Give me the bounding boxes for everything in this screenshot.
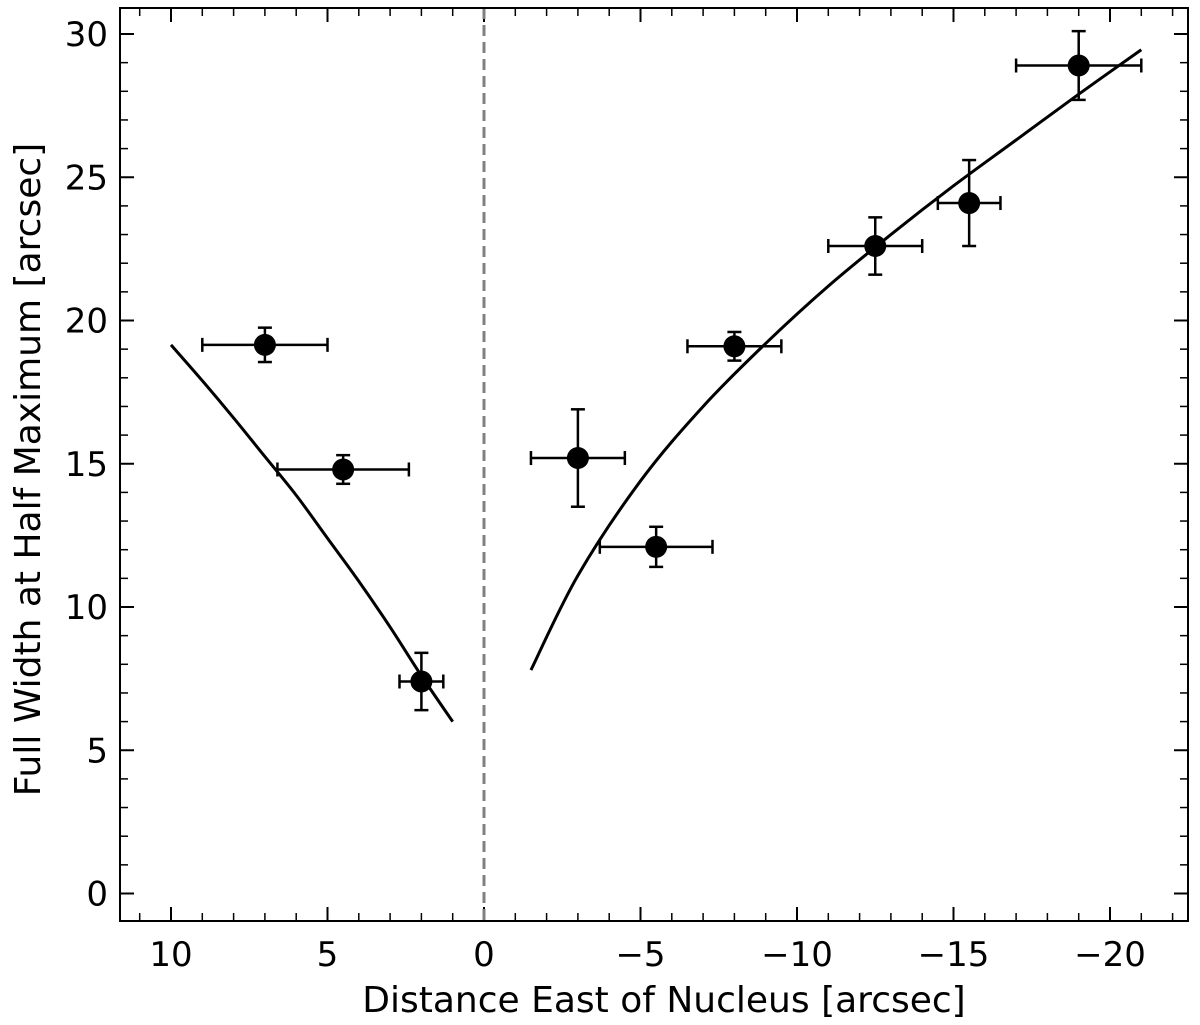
data-point: [410, 670, 433, 693]
x-tick-label: 0: [473, 935, 495, 975]
x-tick-label: 10: [149, 935, 192, 975]
data-point: [566, 447, 589, 470]
y-tick-label: 10: [65, 588, 108, 628]
minor-ticks: [120, 8, 1188, 921]
data-point: [723, 335, 746, 358]
fit-curve-layer: [169, 48, 1143, 723]
x-tick-label: 5: [317, 935, 339, 975]
data-point-layer: [253, 54, 1090, 693]
x-tick-labels: 10 5 0 −5 −10 −15 −20: [149, 935, 1146, 975]
y-tick-label: 5: [86, 731, 108, 771]
x-tick-label: −10: [761, 935, 833, 975]
x-tick-label: −5: [615, 935, 665, 975]
data-point: [645, 535, 668, 558]
data-point: [958, 192, 981, 215]
plot-frame: [119, 7, 1189, 922]
data-point: [864, 235, 887, 258]
x-axis-label: Distance East of Nucleus [arcsec]: [362, 980, 965, 1021]
data-point: [253, 333, 276, 356]
y-tick-label: 20: [65, 302, 108, 342]
error-bar-layer: [201, 29, 1143, 712]
major-ticks: [120, 8, 1188, 921]
y-tick-label: 15: [65, 445, 108, 485]
x-tick-label: −15: [918, 935, 990, 975]
y-tick-label: 30: [65, 15, 108, 55]
data-point: [1067, 54, 1090, 77]
y-tick-label: 25: [65, 158, 108, 198]
data-point: [332, 458, 355, 481]
fit-curve: [169, 343, 454, 723]
y-tick-labels: 0 5 10 15 20 25 30: [65, 15, 108, 915]
y-tick-label: 0: [86, 875, 108, 915]
fit-curve: [529, 48, 1143, 671]
y-axis-label: Full Width at Half Maximum [arcsec]: [8, 143, 49, 796]
x-tick-label: −20: [1074, 935, 1146, 975]
